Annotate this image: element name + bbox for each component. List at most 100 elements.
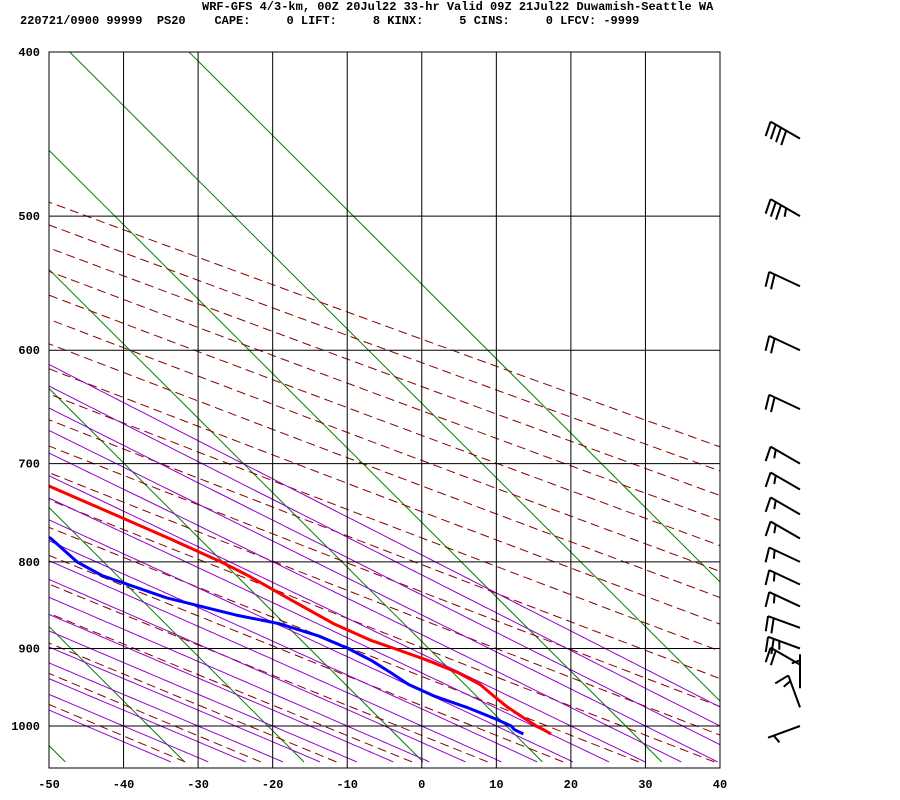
cins-value: CINS: 0	[473, 14, 553, 28]
wind-barb-staff	[767, 725, 801, 739]
wind-barb	[764, 646, 801, 666]
wind-barb-feather	[764, 547, 771, 563]
moist-adiabat	[49, 646, 321, 763]
dry-adiabat	[49, 343, 720, 599]
wind-barb-feather	[769, 201, 777, 217]
wind-barb	[764, 615, 801, 634]
wind-barb-staff	[768, 393, 801, 411]
cape-value: CAPE: 0	[214, 14, 294, 28]
wind-barb-staff	[770, 520, 801, 540]
dry-adiabat	[49, 526, 639, 763]
dry-adiabat	[49, 368, 720, 625]
wind-barb-feather	[770, 618, 775, 634]
y-tick-label: 600	[18, 344, 40, 358]
wind-barb-staff	[770, 445, 801, 465]
dry-adiabat	[49, 499, 715, 763]
dry-adiabat	[49, 583, 488, 763]
wind-barb-staff	[768, 270, 801, 288]
wind-barb-feather	[764, 521, 772, 537]
wind-barb-feather	[772, 549, 776, 559]
wind-barb-staff	[767, 635, 801, 650]
mixing-ratio-lines	[49, 52, 720, 763]
y-tick-label: 800	[18, 556, 40, 570]
kinx-value: KINX: 5	[387, 14, 467, 28]
dry-adiabat	[49, 642, 337, 763]
moist-adiabat	[49, 497, 610, 763]
y-tick-label: 400	[18, 46, 40, 60]
mixing-ratio-line	[49, 506, 305, 763]
tick-labels: -50 -40 -30 -20 -10 0 10 20 30 40 400 500 600 700 800 9…	[11, 46, 727, 792]
wind-barb-staff	[770, 471, 801, 491]
wind-barb-feather	[764, 198, 772, 214]
moist-adiabat	[49, 452, 682, 763]
wind-barb	[764, 546, 801, 563]
wind-barb-staff	[770, 120, 801, 140]
wind-barb-feather	[764, 335, 771, 351]
wind-barb-feather	[773, 449, 777, 459]
wind-barb-staff	[767, 615, 801, 629]
x-tick-label: -20	[262, 778, 284, 792]
x-tick-label: -50	[38, 778, 60, 792]
wind-barb-feather	[770, 638, 775, 655]
wind-barb-staff	[768, 546, 801, 563]
wind-barb	[764, 393, 801, 413]
wind-barb-feather	[772, 594, 776, 604]
dry-adiabat	[49, 294, 720, 547]
wind-barb-feather	[775, 127, 782, 143]
chart-title: WRF-GFS 4/3-km, 00Z 20Jul22 33-hr Valid …	[202, 0, 714, 14]
wind-barb-feather	[770, 338, 776, 354]
wind-barb-feather	[764, 446, 772, 462]
station-id: 220721/0900 99999 PS20	[20, 14, 186, 28]
wind-barb	[764, 496, 801, 516]
wind-barb-staff	[770, 496, 801, 516]
wind-barb-feather	[783, 680, 792, 688]
moist-adiabat	[49, 662, 284, 763]
wind-barb	[764, 471, 801, 491]
wind-barb-feather	[764, 591, 771, 608]
wind-barb-feather	[773, 524, 777, 534]
wind-barb-feather	[764, 647, 772, 663]
wind-barb-staff	[768, 569, 801, 586]
wind-barb-feather	[775, 204, 782, 220]
wind-barb-feather	[764, 394, 771, 410]
wind-barb	[764, 198, 801, 220]
wind-barb-feather	[764, 636, 770, 653]
moist-adiabat	[49, 560, 502, 763]
wind-barb-feather	[773, 500, 777, 510]
wind-barb-feather	[770, 397, 776, 413]
wind-barb	[764, 591, 801, 608]
wind-barb-feather	[764, 271, 771, 287]
moist-adiabat	[49, 475, 646, 763]
dry-adiabat	[49, 201, 720, 448]
wind-barb	[764, 445, 801, 465]
moist-adiabat	[49, 363, 720, 708]
x-tick-label: -30	[187, 778, 209, 792]
wind-barb-feather	[764, 121, 772, 137]
wind-barb-feather	[773, 475, 777, 485]
dry-adiabat	[49, 445, 720, 708]
wind-barb-feather	[774, 674, 789, 685]
dry-adiabat	[49, 247, 720, 497]
dry-adiabat	[49, 270, 720, 521]
moist-adiabat	[49, 540, 538, 763]
dry-adiabat	[49, 472, 720, 736]
mixing-ratio-line	[49, 387, 424, 763]
mixing-ratio-line	[49, 625, 185, 763]
moist-adiabat	[49, 519, 574, 763]
moist-adiabat	[49, 429, 718, 763]
wind-barb	[764, 334, 801, 354]
dry-adiabat	[49, 554, 564, 763]
x-tick-label: 20	[564, 778, 578, 792]
wind-barb-staff	[770, 198, 801, 218]
wind-barb-feather	[764, 472, 772, 488]
moist-adiabats	[49, 363, 720, 763]
dewpoint-profile	[49, 535, 525, 736]
mixing-ratio-line	[68, 52, 720, 702]
wind-barb-staff	[768, 334, 801, 352]
dry-adiabat	[49, 672, 261, 763]
moist-adiabat	[49, 630, 357, 763]
wind-barb-staff	[768, 591, 801, 608]
temperature-profile	[49, 484, 552, 736]
moist-adiabat	[49, 385, 720, 727]
moist-adiabat	[49, 613, 394, 763]
